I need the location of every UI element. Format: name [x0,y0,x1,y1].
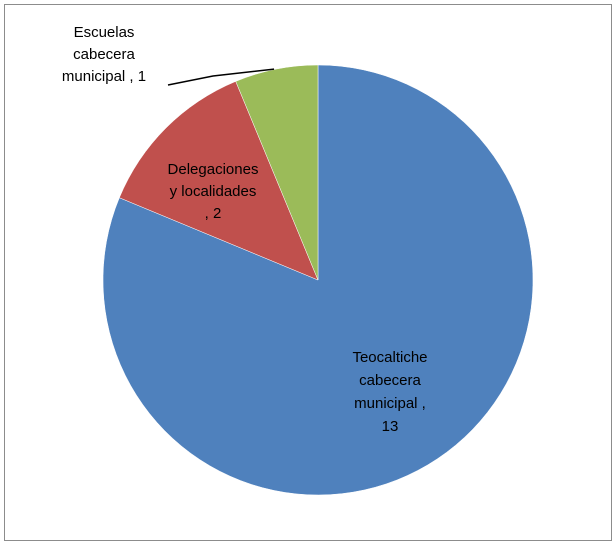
slice-delegaciones[interactable] [119,81,319,281]
label-teocaltiche-line: Teocaltiche [352,349,427,366]
label-teocaltiche-line: cabecera [359,372,421,389]
label-delegaciones-line: Delegaciones [168,161,259,178]
label-escuelas: Escuelas cabecera municipal , 1 [62,24,146,85]
label-delegaciones-line: , 2 [205,205,222,222]
label-escuelas-line: municipal , 1 [62,68,146,85]
label-delegaciones-line: y localidades [170,183,257,200]
leader-line-escuelas [167,68,275,86]
label-delegaciones: Delegaciones y localidades , 2 [168,161,259,222]
slice-teocaltiche[interactable] [102,64,534,496]
label-teocaltiche: Teocaltiche cabecera municipal , 13 [352,349,427,435]
label-teocaltiche-line: 13 [382,418,399,435]
slice-escuelas[interactable] [235,64,319,281]
label-teocaltiche-line: municipal , [354,395,426,412]
label-escuelas-line: Escuelas [74,24,135,41]
label-escuelas-line: cabecera [73,46,135,63]
